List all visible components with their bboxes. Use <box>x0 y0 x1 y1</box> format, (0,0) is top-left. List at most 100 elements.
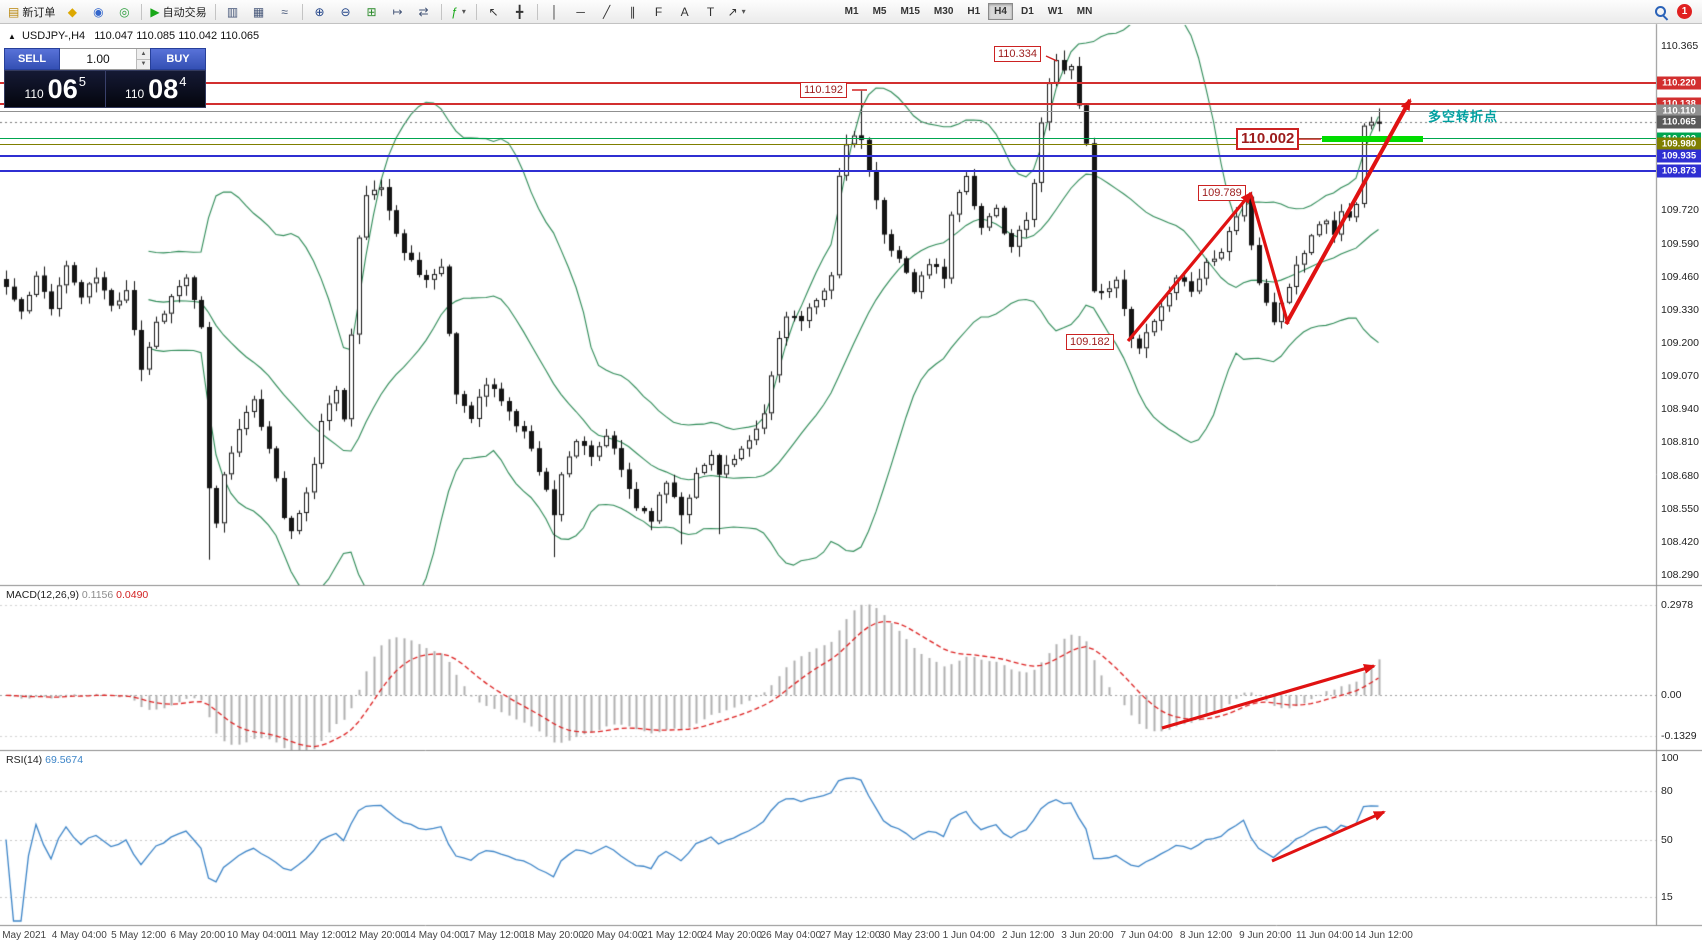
line-chart-icon[interactable]: ≈ <box>272 1 298 23</box>
indicators-button[interactable]: ƒ ▾ <box>446 1 472 23</box>
notification-badge[interactable]: 1 <box>1677 4 1692 19</box>
macd-scale-label: 0.00 <box>1661 689 1682 702</box>
channel-icon[interactable]: ∥ <box>620 1 646 23</box>
price-tag-110.192[interactable]: 110.192 <box>800 82 847 98</box>
price-tag-109.789[interactable]: 109.789 <box>1198 185 1246 201</box>
search-lens <box>1655 5 1666 17</box>
chart-shift-icon: ⇄ <box>418 4 429 19</box>
auto-scroll-icon[interactable]: ↦ <box>385 1 411 23</box>
time-label: 24 May 20:00 <box>701 930 762 941</box>
chart-shift-icon[interactable]: ⇄ <box>411 1 437 23</box>
scale-tag-current-price: 110.065 <box>1657 115 1701 129</box>
price-tag-110.334[interactable]: 110.334 <box>994 46 1041 62</box>
new-order-button-label: 新订单 <box>22 6 56 19</box>
sell-price[interactable]: 110 06 5 <box>5 71 105 107</box>
time-label: 8 Jun 12:00 <box>1179 930 1233 941</box>
crosshair-icon[interactable]: ╋ <box>507 1 533 23</box>
fibonacci-icon[interactable]: F <box>646 1 672 23</box>
time-label: 18 May 20:00 <box>523 930 584 941</box>
chevron-down-icon: ▾ <box>461 7 466 16</box>
time-label: 12 May 20:00 <box>345 930 407 941</box>
bar-chart-icon[interactable]: ▥ <box>220 1 246 23</box>
lot-decrease-icon[interactable]: ▼ <box>137 59 150 69</box>
bar-chart-icon: ▥ <box>226 4 239 19</box>
scale-label: 110.365 <box>1661 40 1699 52</box>
terminal-icon[interactable]: ◎ <box>111 1 137 23</box>
time-label: 1 Jun 04:00 <box>942 930 995 941</box>
timeframe-mn[interactable]: MN <box>1076 6 1093 17</box>
timeframe-m15[interactable]: M15 <box>900 6 920 17</box>
arrows-icon[interactable]: ↗ ▾ <box>724 1 750 23</box>
trendline-icon: ╱ <box>602 4 611 19</box>
new-order-button[interactable]: ▤ 新订单 <box>4 1 59 23</box>
trendline-icon[interactable]: ╱ <box>594 1 620 23</box>
vline-icon[interactable]: │ <box>542 1 568 23</box>
lot-value[interactable]: 1.00 <box>86 52 110 66</box>
zoom-out-icon[interactable]: ⊖ <box>333 1 359 23</box>
hline-icon: ─ <box>576 4 585 19</box>
lot-size-field[interactable]: 1.00 ▲ ▼ <box>60 48 150 70</box>
price-tag-110.002[interactable]: 110.002 <box>1236 128 1300 150</box>
hline-icon[interactable]: ─ <box>568 1 594 23</box>
macd-scale-label: 0.2978 <box>1661 598 1694 611</box>
autotrade-button[interactable]: ▶ 自动交易 <box>146 1 210 23</box>
zoom-in-icon: ⊕ <box>314 4 325 19</box>
text-icon[interactable]: A <box>672 1 698 23</box>
macd-value-main: 0.1156 <box>81 589 114 601</box>
timeframe-m1[interactable]: M1 <box>844 6 859 17</box>
timeframe-w1[interactable]: W1 <box>1047 6 1063 17</box>
timeframe-m5[interactable]: M5 <box>872 6 887 17</box>
toolbar-separator <box>301 3 303 20</box>
scale-label: 108.810 <box>1661 436 1699 449</box>
lot-spinner[interactable]: ▲ ▼ <box>136 49 150 69</box>
annotation-green-bar[interactable] <box>1322 136 1423 142</box>
search-handle <box>1662 14 1669 21</box>
autotrade-button-label: 自动交易 <box>162 6 207 19</box>
trade-controls-row: SELL 1.00 ▲ ▼ BUY <box>4 48 206 70</box>
cursor-icon[interactable]: ↖ <box>481 1 507 23</box>
macd-name: MACD(12,26,9) <box>6 589 79 601</box>
price-divider <box>104 71 106 107</box>
crosshair-icon: ╋ <box>515 4 524 19</box>
price-tag-109.182[interactable]: 109.182 <box>1066 334 1114 350</box>
scale-tag-109.935: 109.935 <box>1657 149 1701 163</box>
market-watch-icon: ◆ <box>67 4 77 19</box>
new-order-icon: ▤ <box>8 4 20 19</box>
buy-price[interactable]: 110 08 4 <box>106 71 206 107</box>
market-watch-icon[interactable]: ◆ <box>59 1 85 23</box>
time-label: 10 May 04:00 <box>226 930 288 941</box>
label-icon[interactable]: T <box>698 1 724 23</box>
navigator-icon[interactable]: ◉ <box>85 1 111 23</box>
lot-increase-icon[interactable]: ▲ <box>137 49 150 60</box>
annotation-cn-note[interactable]: 多空转折点 <box>1428 109 1499 124</box>
time-label: 5 May 12:00 <box>111 930 167 941</box>
hline-110.002[interactable] <box>0 138 1656 140</box>
time-label: 3 Jun 20:00 <box>1061 930 1114 941</box>
buy-button[interactable]: BUY <box>150 48 206 70</box>
line-chart-icon: ≈ <box>281 4 288 19</box>
candle-chart-icon[interactable]: ▦ <box>246 1 272 23</box>
time-label: 21 May 12:00 <box>641 930 703 941</box>
zoom-in-icon[interactable]: ⊕ <box>307 1 333 23</box>
hline-109.980[interactable] <box>0 143 1656 145</box>
timeframe-h1[interactable]: H1 <box>967 6 981 17</box>
text-icon: A <box>680 4 689 19</box>
tile-windows-icon[interactable]: ⊞ <box>359 1 385 23</box>
search-icon[interactable] <box>1653 4 1669 21</box>
hline-110.138[interactable] <box>0 102 1656 105</box>
macd-label: MACD(12,26,9) 0.1156 0.0490 <box>6 589 148 601</box>
timeframe-d1[interactable]: D1 <box>1020 6 1034 17</box>
hline-110.110[interactable] <box>0 110 1656 112</box>
hline-109.935[interactable] <box>0 154 1656 157</box>
sell-button[interactable]: SELL <box>4 48 60 70</box>
timeframe-m30[interactable]: M30 <box>933 6 954 17</box>
rsi-scale-label: 50 <box>1661 833 1673 846</box>
toolbar-separator <box>536 3 538 20</box>
hline-109.873[interactable] <box>0 170 1656 173</box>
arrows-icon: ↗ <box>727 4 738 19</box>
timeframe-h4[interactable]: H4 <box>988 3 1013 20</box>
scale-label: 109.200 <box>1661 337 1699 349</box>
cursor-icon: ↖ <box>488 4 499 19</box>
macd-scale-label: -0.1329 <box>1661 729 1697 742</box>
